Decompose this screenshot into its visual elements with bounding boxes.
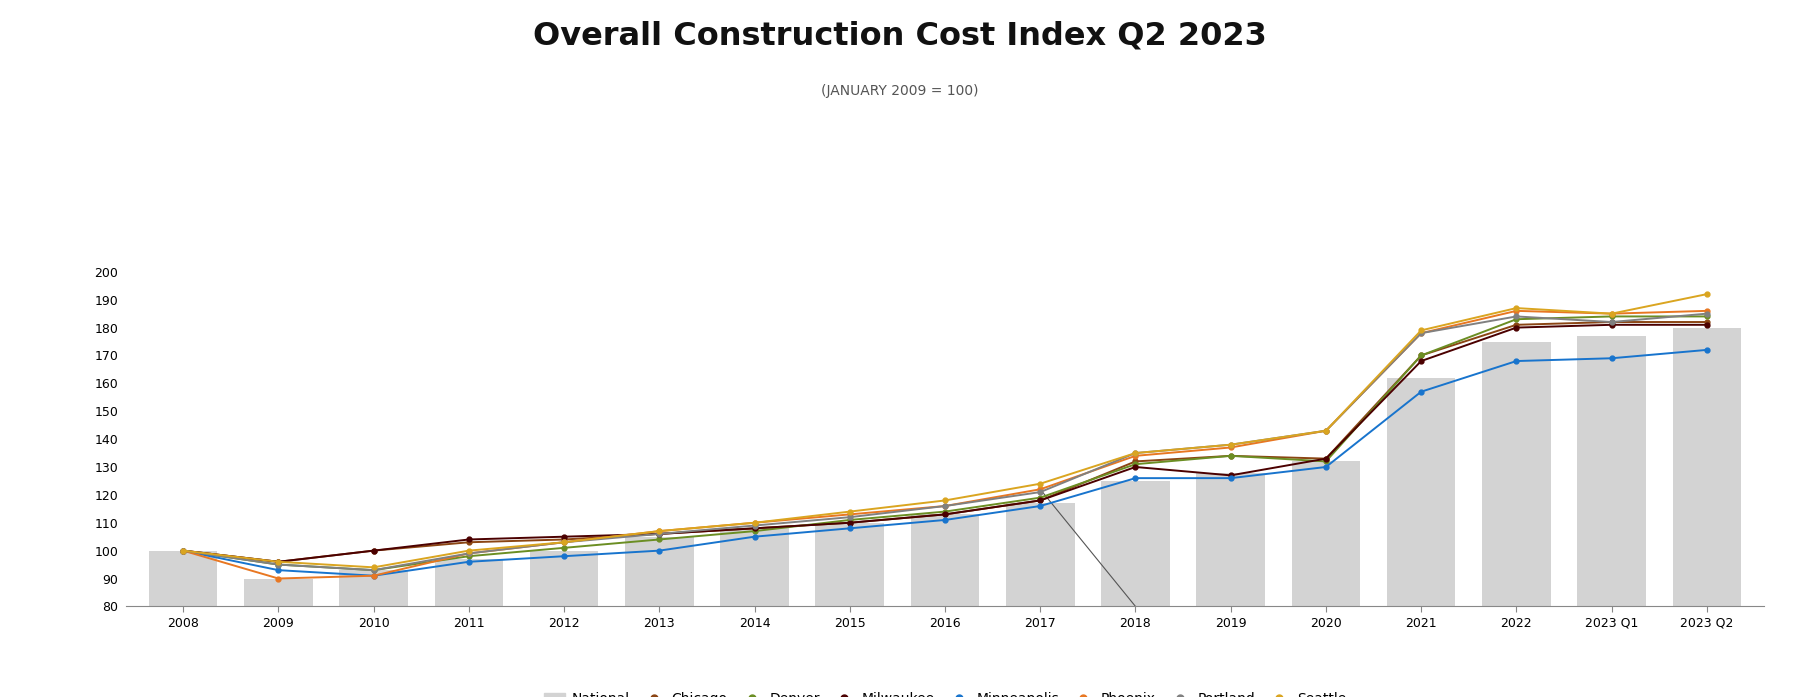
Bar — [720, 528, 788, 606]
Bar — [815, 523, 884, 606]
Bar — [340, 570, 409, 606]
Text: Overall Construction Cost Index Q2 2023: Overall Construction Cost Index Q2 2023 — [533, 21, 1267, 52]
Bar — [625, 537, 693, 606]
Bar — [1292, 461, 1361, 606]
Bar — [1006, 503, 1075, 606]
Bar — [245, 579, 313, 606]
Bar — [1481, 342, 1550, 606]
Bar — [434, 559, 504, 606]
Text: (JANUARY 2009 = 100): (JANUARY 2009 = 100) — [821, 84, 979, 98]
Bar — [1386, 378, 1456, 606]
Bar — [911, 514, 979, 606]
Bar — [529, 551, 598, 606]
Bar — [1672, 328, 1741, 606]
Bar — [149, 551, 218, 606]
Legend: National, Chicago, Denver, Milwaukee, Minneapolis, Phoenix, Portland, Seattle: National, Chicago, Denver, Milwaukee, Mi… — [538, 687, 1352, 697]
Bar — [1197, 473, 1265, 606]
Bar — [1102, 481, 1170, 606]
Bar — [1577, 336, 1645, 606]
